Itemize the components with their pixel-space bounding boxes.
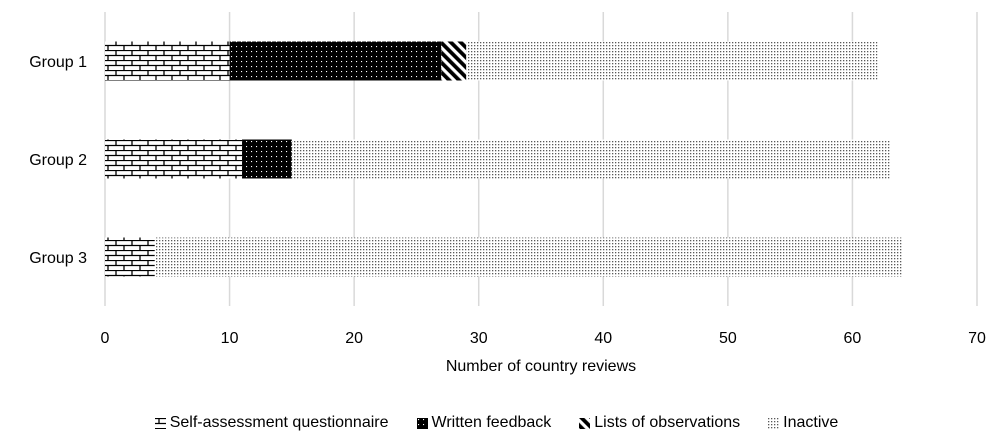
legend-swatch	[154, 417, 166, 429]
bar-segment	[441, 41, 467, 81]
legend-item: Lists of observations	[579, 414, 740, 432]
bar-segment	[229, 41, 442, 81]
x-tick-label: 40	[594, 330, 612, 347]
legend-item: Self-assessment questionnaire	[154, 414, 389, 432]
category-label: Group 3	[29, 250, 87, 267]
x-tick-labels: 0 10 20 30 40 50 60 70	[101, 330, 986, 347]
x-tick-label: 30	[470, 330, 488, 347]
legend-swatch	[768, 417, 780, 429]
x-tick-label: 70	[968, 330, 986, 347]
legend-label: Self-assessment questionnaire	[169, 414, 389, 431]
bar-segment	[105, 41, 230, 81]
x-tick-label: 0	[101, 330, 110, 347]
bars	[105, 41, 903, 277]
legend-swatch	[416, 417, 428, 429]
bar-segment	[466, 41, 878, 81]
bar-segment	[242, 139, 292, 179]
legend-item: Inactive	[768, 414, 838, 432]
legend-label: Inactive	[783, 414, 839, 431]
legend-swatch	[579, 417, 591, 429]
legend-label: Written feedback	[431, 414, 552, 431]
x-tick-label: 50	[719, 330, 737, 347]
bar-segment	[291, 139, 890, 179]
bar-segment	[105, 237, 155, 277]
category-labels: Group 1 Group 2 Group 3	[29, 54, 87, 267]
x-axis-title: Number of country reviews	[446, 358, 636, 375]
category-label: Group 1	[29, 54, 87, 71]
legend-label: Lists of observations	[594, 414, 741, 431]
bar-segment	[154, 237, 903, 277]
bar-segment	[105, 139, 243, 179]
legend: Self-assessment questionnaire Written fee…	[0, 410, 993, 436]
legend-item: Written feedback	[416, 414, 552, 432]
bar-chart: Group 1 Group 2 Group 3 0 10 20 30 40 50 60 70 Nu…	[29, 12, 986, 375]
x-tick-label: 10	[221, 330, 239, 347]
category-label: Group 2	[29, 152, 87, 169]
x-tick-label: 20	[345, 330, 363, 347]
x-tick-label: 60	[844, 330, 862, 347]
